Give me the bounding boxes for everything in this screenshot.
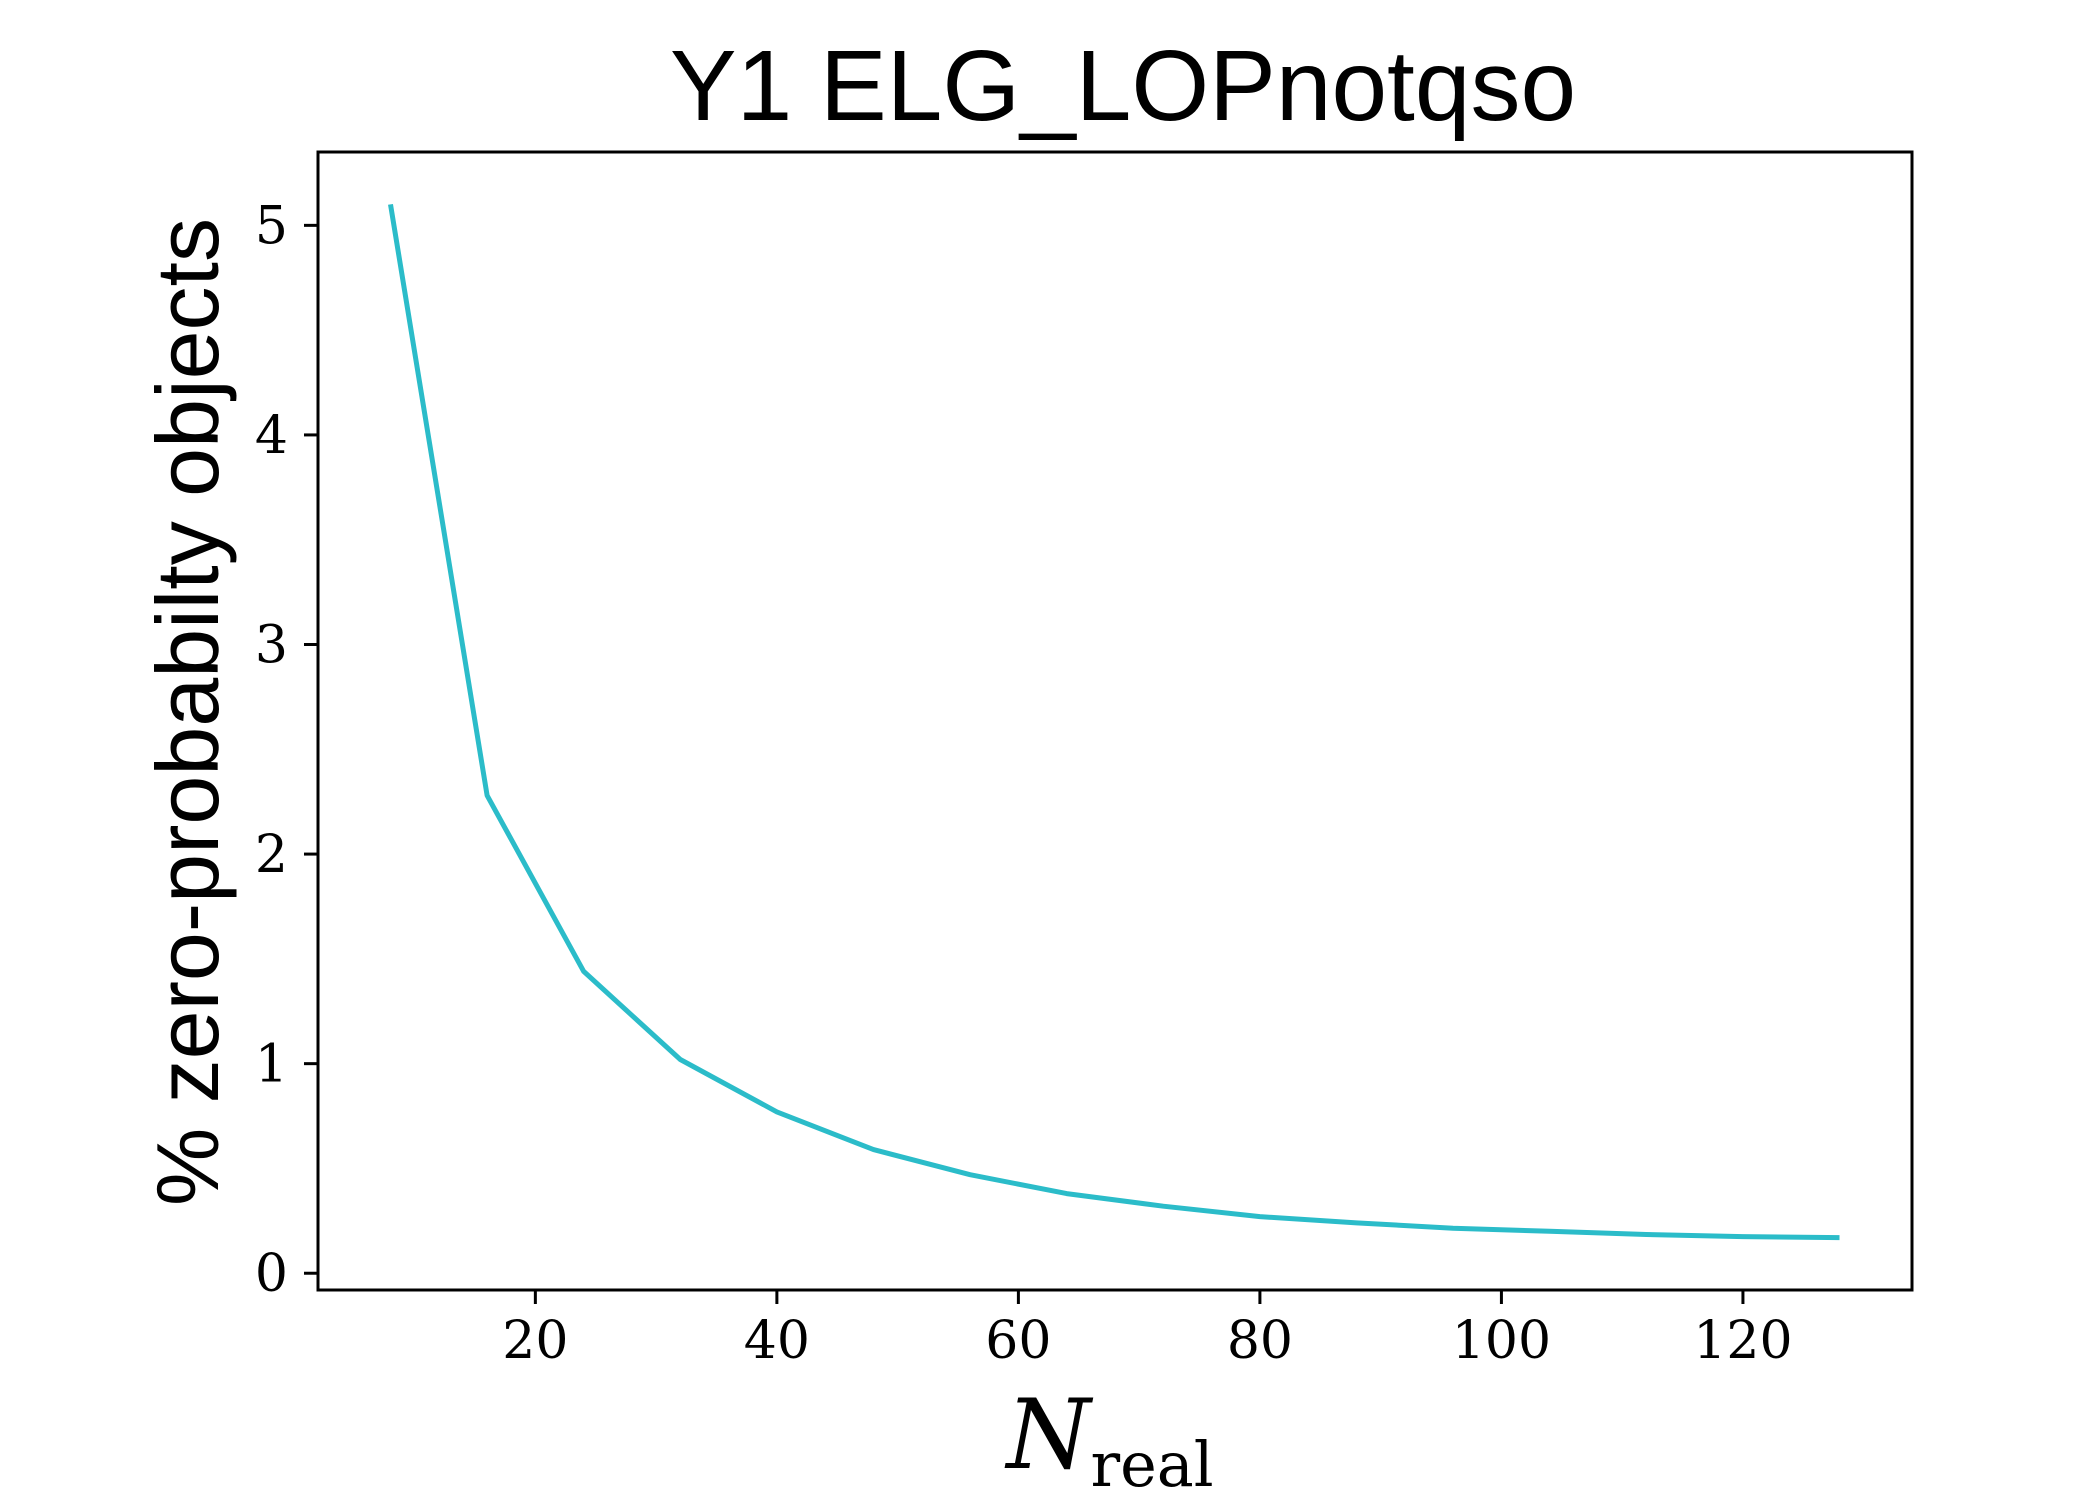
plot-frame <box>316 150 1914 1292</box>
x-tick-label: 60 <box>985 1311 1051 1371</box>
y-tick-label: 4 <box>255 406 288 466</box>
x-tick-label: 120 <box>1693 1311 1792 1371</box>
y-tick-label: 3 <box>255 616 288 676</box>
x-axis-label-subscript: real <box>1090 1428 1213 1500</box>
x-axis-label: Nreal <box>1004 1379 1213 1500</box>
series-line-0 <box>388 203 1840 1241</box>
x-tick-label: 20 <box>502 1311 568 1371</box>
x-tick-label: 40 <box>744 1311 810 1371</box>
x-tick-label: 100 <box>1452 1311 1551 1371</box>
y-tick-label: 2 <box>255 825 288 885</box>
y-tick-label: 1 <box>255 1035 288 1095</box>
x-tick-label: 80 <box>1227 1311 1293 1371</box>
y-tick-label: 5 <box>255 196 288 256</box>
chart-title: Y1 ELG_LOPnotqso <box>670 30 1576 142</box>
x-axis-label-main: N <box>1004 1379 1093 1491</box>
y-tick-label: 0 <box>255 1244 288 1304</box>
y-axis-label: % zero-probabilty objects <box>138 218 237 1206</box>
